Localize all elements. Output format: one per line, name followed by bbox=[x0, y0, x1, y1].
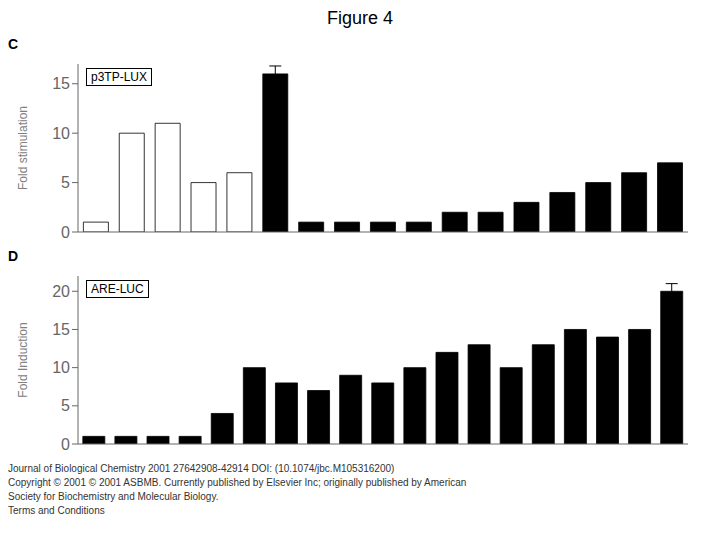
svg-text:15: 15 bbox=[52, 321, 70, 338]
svg-text:10: 10 bbox=[52, 359, 70, 376]
svg-text:0: 0 bbox=[61, 224, 70, 241]
svg-text:5: 5 bbox=[61, 397, 70, 414]
html-text:C: C bbox=[8, 36, 19, 52]
svg-text:10: 10 bbox=[52, 125, 70, 142]
svg-text:5: 5 bbox=[61, 174, 70, 191]
html-text:Copyright © 2001 © 2001 ASBMB.: Copyright © 2001 © 2001 ASBMB. Currently… bbox=[8, 477, 467, 488]
svg-text:20: 20 bbox=[52, 283, 70, 300]
html-text:Figure 4: Figure 4 bbox=[327, 8, 393, 28]
svg-text:15: 15 bbox=[52, 75, 70, 92]
svg-text:Fold stimulation: Fold stimulation bbox=[16, 106, 30, 190]
svg-text:0: 0 bbox=[61, 436, 70, 453]
html-text:Journal of Biological Chemistr: Journal of Biological Chemistry 2001 276… bbox=[8, 463, 395, 474]
html-text:ARE-LUC: ARE-LUC bbox=[91, 282, 144, 296]
svg-text:Fold Induction: Fold Induction bbox=[16, 322, 30, 397]
html-text:Terms and Conditions: Terms and Conditions bbox=[8, 505, 105, 516]
html-text:p3TP-LUX: p3TP-LUX bbox=[91, 70, 147, 84]
html-text:Society for Biochemistry and M: Society for Biochemistry and Molecular B… bbox=[8, 491, 219, 502]
html-text:D: D bbox=[8, 248, 19, 264]
